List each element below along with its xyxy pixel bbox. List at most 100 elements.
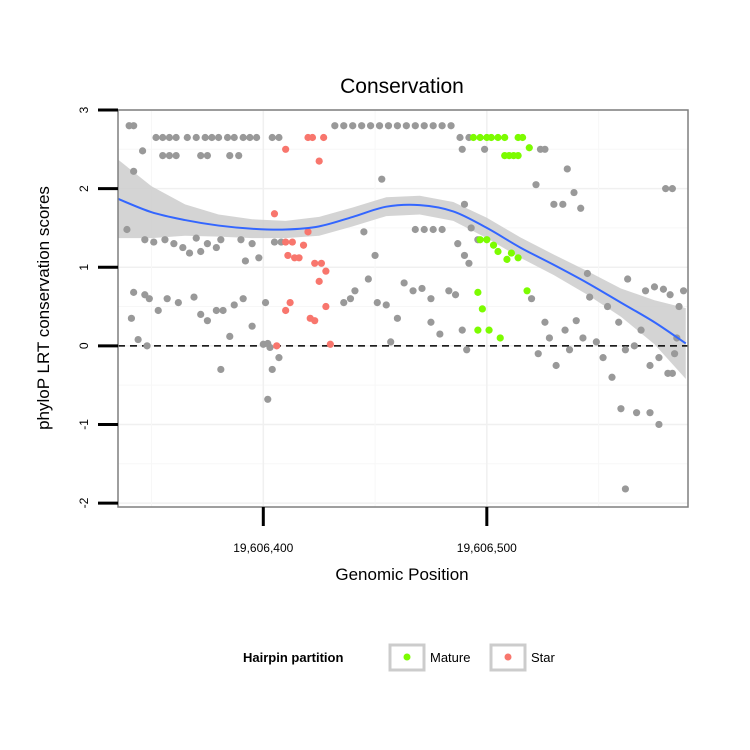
data-point-other — [650, 283, 659, 291]
data-point-other — [197, 310, 205, 318]
data-point-other — [458, 145, 466, 153]
data-point-other — [429, 122, 437, 130]
data-point-other — [467, 224, 475, 232]
data-point-star — [304, 228, 312, 236]
data-point-star — [320, 133, 328, 142]
legend-label-star: Star — [531, 650, 556, 665]
data-point-other — [451, 291, 460, 299]
data-point-other — [165, 151, 174, 160]
data-point-other — [214, 133, 223, 142]
data-point-mature — [478, 305, 486, 313]
data-point-other — [172, 151, 180, 160]
plot-background — [118, 110, 688, 507]
data-point-other — [375, 122, 384, 130]
data-point-other — [409, 287, 417, 295]
data-point-other — [382, 301, 390, 309]
data-point-mature — [494, 247, 502, 256]
legend-label-mature: Mature — [430, 650, 470, 665]
smooth-line — [117, 197, 687, 345]
data-point-star — [322, 302, 330, 311]
data-point-other — [340, 122, 348, 130]
data-point-other — [163, 295, 171, 303]
data-point-mature — [485, 326, 493, 334]
data-point-other — [679, 287, 688, 295]
data-point-other — [134, 335, 142, 344]
data-point-other — [577, 204, 585, 212]
data-point-other — [641, 287, 650, 295]
smooth-line-layer — [117, 197, 687, 345]
data-point-other — [572, 317, 580, 325]
data-point-other — [411, 225, 419, 234]
data-point-other — [212, 243, 220, 252]
data-point-other — [143, 342, 151, 350]
points-layer — [123, 122, 688, 493]
data-point-other — [217, 365, 225, 374]
data-point-other — [559, 200, 567, 208]
data-point-other — [266, 343, 274, 352]
data-point-star — [311, 259, 319, 267]
data-point-other — [666, 291, 674, 299]
confidence-band — [118, 159, 686, 379]
data-point-other — [427, 295, 435, 303]
data-point-other — [565, 346, 574, 354]
data-point-other — [203, 317, 212, 325]
data-point-other — [154, 306, 162, 315]
data-point-mature — [501, 133, 509, 142]
data-point-other — [454, 240, 462, 248]
data-point-star — [326, 340, 334, 348]
plot-border — [117, 109, 689, 508]
data-point-other — [217, 236, 225, 244]
data-point-other — [371, 251, 379, 260]
data-point-other — [621, 485, 630, 493]
data-point-other — [608, 373, 616, 381]
data-point-other — [223, 133, 232, 142]
data-point-other — [465, 259, 473, 267]
legend-title: Hairpin partition — [243, 650, 343, 665]
y-axis: -2 -1 0 1 2 3 — [77, 106, 118, 508]
data-point-other — [393, 314, 402, 322]
data-point-other — [127, 314, 136, 322]
x-tick-label: 19,606,400 — [233, 541, 293, 555]
data-point-other — [264, 395, 272, 403]
data-point-other — [460, 251, 469, 260]
data-point-other — [668, 185, 676, 193]
data-point-other — [480, 145, 489, 153]
data-point-mature — [469, 133, 478, 142]
data-point-other — [248, 240, 256, 248]
data-point-other — [438, 225, 446, 234]
x-axis: 19,606,400 19,606,500 — [233, 507, 517, 555]
data-point-mature — [514, 254, 522, 262]
data-point-other — [456, 133, 464, 142]
y-axis-title: phyloP LRT conservation scores — [34, 186, 53, 430]
data-point-other — [570, 188, 578, 197]
data-point-star — [299, 241, 308, 249]
data-point-other — [219, 306, 227, 315]
data-point-other — [130, 288, 138, 296]
y-tick-label: -1 — [77, 419, 91, 430]
data-point-other — [617, 405, 625, 413]
data-point-other — [675, 302, 683, 311]
data-point-other — [239, 295, 247, 303]
data-point-other — [630, 342, 638, 350]
data-point-star — [295, 254, 303, 262]
data-point-other — [275, 133, 283, 142]
confidence-band-layer — [118, 159, 686, 379]
data-point-other — [411, 122, 419, 130]
data-point-other — [445, 287, 453, 295]
legend-point-mature — [403, 653, 411, 661]
data-point-other — [586, 293, 594, 301]
data-point-other — [552, 361, 560, 370]
data-point-star — [322, 267, 330, 275]
data-point-other — [230, 301, 238, 309]
data-point-other — [183, 133, 191, 142]
data-point-other — [447, 122, 455, 130]
data-point-other — [541, 145, 549, 153]
data-point-mature — [483, 236, 491, 244]
x-axis-title: Genomic Position — [335, 565, 468, 584]
plot-panel — [118, 109, 688, 507]
data-point-other — [161, 236, 169, 244]
y-tick-label: 2 — [77, 185, 91, 192]
data-point-other — [141, 236, 149, 244]
data-point-other — [349, 122, 357, 130]
data-point-mature — [474, 288, 482, 296]
